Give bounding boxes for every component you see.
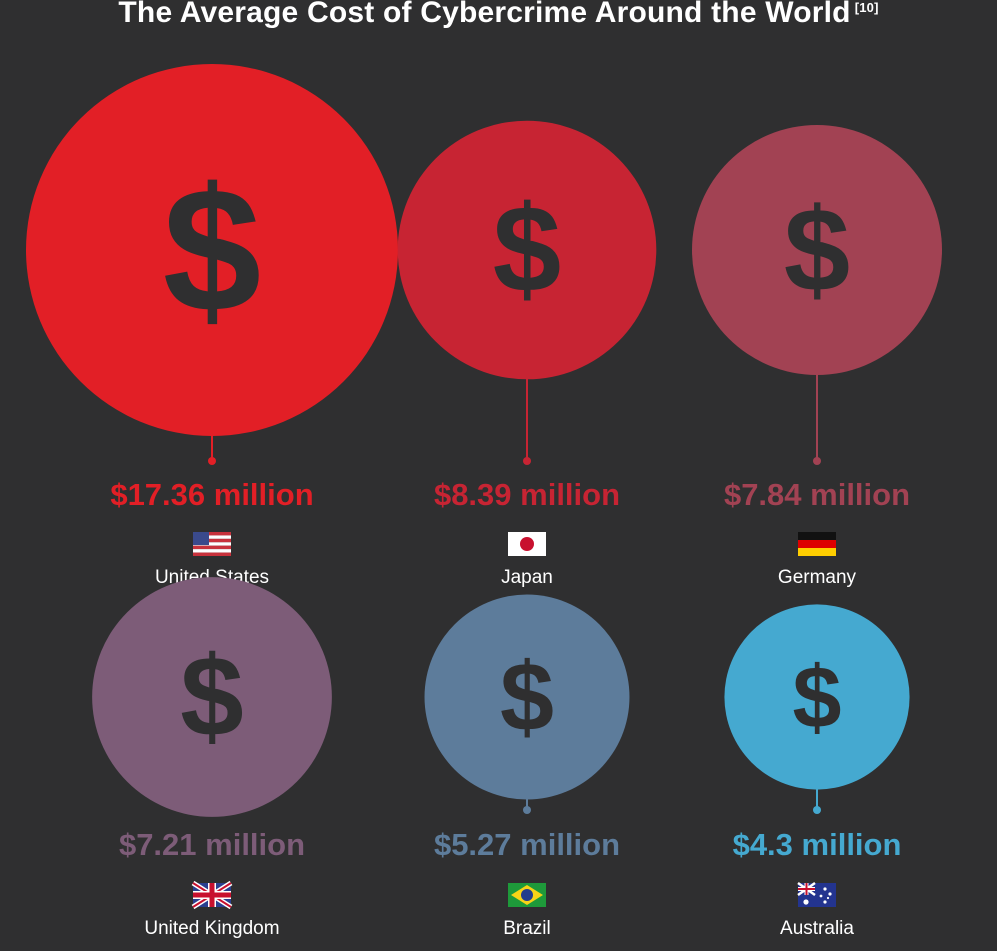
value-label: $8.39 million <box>434 477 620 512</box>
value-label: $5.27 million <box>434 827 620 862</box>
uk-flag-icon <box>191 880 233 910</box>
chart-title: The Average Cost of Cybercrime Around th… <box>0 0 997 30</box>
country-label: United Kingdom <box>144 918 279 939</box>
dollar-icon: $ <box>793 648 842 747</box>
country-label: Germany <box>778 567 857 588</box>
country-label: Australia <box>780 918 854 939</box>
bubble-brazil <box>424 594 630 800</box>
bubble-group-united-kingdom: $ $7.21 million United Kingdom <box>92 577 332 939</box>
germany-flag-icon <box>798 532 836 556</box>
dollar-icon: $ <box>493 182 561 319</box>
brazil-flag-icon <box>508 883 546 907</box>
country-label: Japan <box>501 567 553 588</box>
bubble-japan <box>397 120 657 380</box>
bubble-germany <box>692 125 942 375</box>
anchor-dot <box>523 806 531 814</box>
anchor-dot <box>208 457 216 465</box>
value-label: $17.36 million <box>110 477 313 512</box>
dollar-icon: $ <box>500 643 554 752</box>
value-label: $7.21 million <box>119 827 305 862</box>
dollar-icon: $ <box>163 151 261 349</box>
bubble-united-states <box>26 64 398 436</box>
anchor-dot <box>813 806 821 814</box>
chart-title-text: The Average Cost of Cybercrime Around th… <box>118 0 851 29</box>
us-flag-icon <box>193 532 231 556</box>
anchor-dot <box>523 457 531 465</box>
bubble-group-australia: $ $4.3 million Australia <box>724 604 910 939</box>
anchor-dot <box>813 457 821 465</box>
title-reference: [10] <box>854 0 879 15</box>
australia-flag-icon <box>797 881 836 907</box>
value-label: $4.3 million <box>733 827 902 862</box>
value-label: $7.84 million <box>724 477 910 512</box>
bubble-group-brazil: $ $5.27 million Brazil <box>424 594 630 939</box>
bubble-united-kingdom <box>92 577 332 817</box>
bubble-australia <box>724 604 910 790</box>
japan-flag-icon <box>508 532 546 556</box>
bubble-group-japan: $ $8.39 million Japan <box>397 120 657 588</box>
dollar-icon: $ <box>180 634 243 761</box>
country-label: Brazil <box>503 918 551 939</box>
bubble-group-germany: $ $7.84 million Germany <box>692 125 942 588</box>
dollar-icon: $ <box>784 184 850 317</box>
